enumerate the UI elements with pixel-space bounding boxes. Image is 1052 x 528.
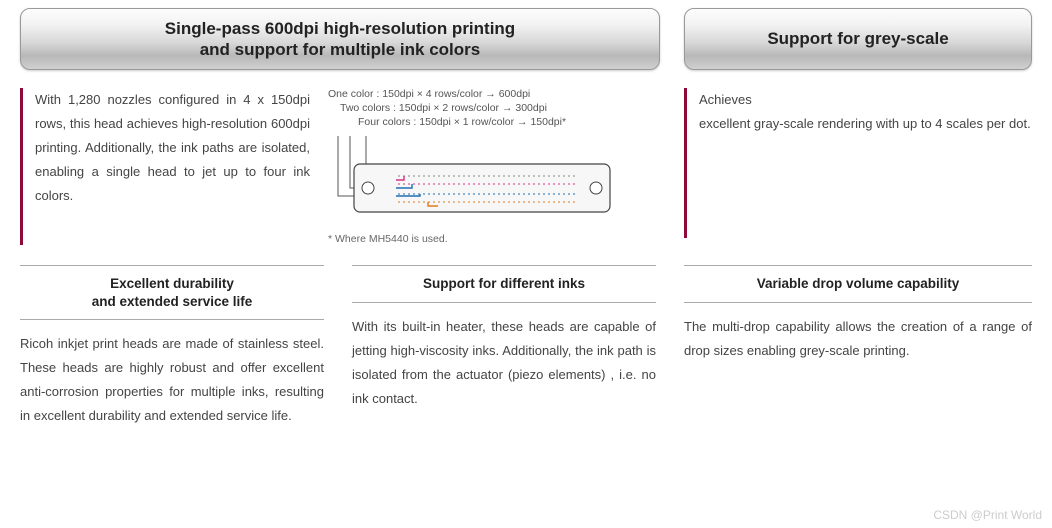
section-durability-title: Excellent durabilityand extended service… xyxy=(20,265,324,320)
diagram-caption-2: Two colors : 150dpi × 2 rows/color → 300… xyxy=(328,102,660,114)
left-content-row: With 1,280 nozzles configured in 4 x 150… xyxy=(20,88,660,245)
section-drop-body: The multi-drop capability allows the cre… xyxy=(684,315,1032,363)
watermark: CSDN @Print World xyxy=(933,508,1042,522)
diagram-caption-1: One color : 150dpi × 4 rows/color → 600d… xyxy=(328,88,660,100)
intro-right: Achievesexcellent gray-scale rendering w… xyxy=(684,88,1032,238)
lower-sections: Excellent durabilityand extended service… xyxy=(20,265,1032,428)
section-drop-title: Variable drop volume capability xyxy=(684,265,1032,303)
header-left-text: Single-pass 600dpi high-resolution print… xyxy=(165,18,515,61)
top-row: Single-pass 600dpi high-resolution print… xyxy=(20,8,1032,245)
left-column: Single-pass 600dpi high-resolution print… xyxy=(20,8,660,245)
section-inks-title: Support for different inks xyxy=(352,265,656,303)
diagram: One color : 150dpi × 4 rows/color → 600d… xyxy=(328,88,660,245)
section-durability: Excellent durabilityand extended service… xyxy=(20,265,324,428)
diagram-footnote: * Where MH5440 is used. xyxy=(328,233,660,245)
header-right-text: Support for grey-scale xyxy=(767,28,948,49)
intro-left: With 1,280 nozzles configured in 4 x 150… xyxy=(20,88,310,245)
header-right: Support for grey-scale xyxy=(684,8,1032,70)
printhead-diagram xyxy=(328,136,628,226)
section-drop: Variable drop volume capability The mult… xyxy=(684,265,1032,428)
right-column: Support for grey-scale Achievesexcellent… xyxy=(684,8,1032,245)
section-inks-body: With its built-in heater, these heads ar… xyxy=(352,315,656,411)
diagram-caption-3: Four colors : 150dpi × 1 row/color → 150… xyxy=(328,116,660,128)
section-inks: Support for different inks With its buil… xyxy=(352,265,656,428)
header-left: Single-pass 600dpi high-resolution print… xyxy=(20,8,660,70)
section-durability-body: Ricoh inkjet print heads are made of sta… xyxy=(20,332,324,428)
